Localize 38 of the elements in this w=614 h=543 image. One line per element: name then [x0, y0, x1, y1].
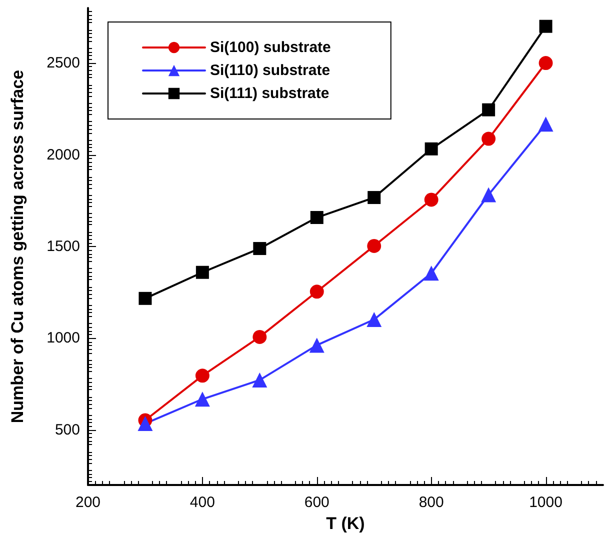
point — [481, 187, 496, 202]
point — [482, 132, 496, 146]
x-axis-title: T (K) — [326, 514, 365, 533]
legend-label: Si(100) substrate — [210, 39, 331, 56]
point — [252, 372, 268, 388]
point — [366, 312, 382, 328]
point — [482, 103, 496, 116]
point — [310, 284, 324, 299]
point — [194, 392, 210, 407]
legend-label: Si(110) substrate — [210, 62, 330, 79]
y-tick-label: 500 — [54, 421, 80, 438]
y-tick-label: 2500 — [46, 54, 80, 72]
point — [310, 211, 324, 224]
point — [538, 56, 553, 70]
point — [424, 192, 438, 207]
point — [253, 242, 266, 256]
point — [252, 330, 267, 344]
point — [367, 238, 382, 253]
y-tick-label: 1000 — [46, 330, 80, 347]
point — [424, 266, 439, 281]
x-tick-label: 800 — [418, 494, 444, 511]
point — [309, 338, 324, 353]
x-tick-label: 600 — [304, 494, 330, 511]
y-axis-title: Number of Cu atoms getting across surface — [8, 70, 27, 424]
point — [195, 368, 210, 383]
point — [196, 266, 209, 279]
x-tick-label: 400 — [190, 494, 215, 511]
x-tick-label: 200 — [75, 494, 101, 511]
point — [424, 142, 438, 156]
x-tick-label: 1000 — [529, 494, 562, 511]
point — [538, 116, 554, 132]
point — [368, 191, 381, 204]
point — [138, 292, 152, 305]
point — [539, 20, 552, 33]
point — [138, 416, 153, 432]
y-tick-label: 2000 — [46, 146, 80, 164]
y-tick-label: 1500 — [46, 238, 80, 255]
legend-label: Si(111) substrate — [210, 85, 330, 102]
